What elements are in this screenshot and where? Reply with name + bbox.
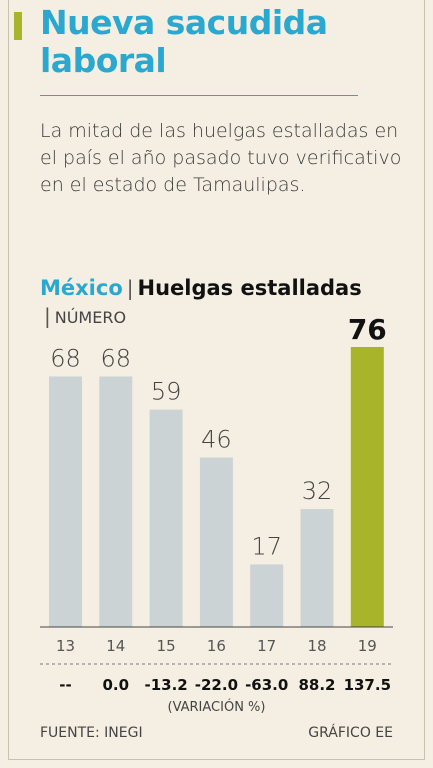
- chart-country: México: [40, 276, 123, 300]
- bar-15: [149, 409, 183, 627]
- bar-19: [350, 347, 384, 627]
- variation-19: 137.5: [344, 676, 391, 694]
- x-tick-19: 19: [358, 637, 377, 655]
- variation-18: 88.2: [298, 676, 335, 694]
- variation-14: 0.0: [103, 676, 130, 694]
- data-label-19: 76: [348, 313, 387, 346]
- x-tick-18: 18: [307, 637, 326, 655]
- variation-caption: (VARIACIÓN %): [167, 700, 266, 715]
- chart-title: Huelgas estalladas: [137, 276, 362, 300]
- chart-unit-separator: |: [44, 304, 51, 328]
- chart-header-separator: |: [126, 276, 134, 300]
- x-tick-14: 14: [106, 637, 125, 655]
- infographic-frame: [8, 0, 425, 760]
- variation-15: -13.2: [144, 676, 187, 694]
- chart-header: México | Huelgas estalladas | NÚMERO: [40, 274, 370, 332]
- chart-unit: NÚMERO: [54, 308, 127, 327]
- variation-17: -63.0: [245, 676, 288, 694]
- x-tick-17: 17: [257, 637, 276, 655]
- data-label-17: 17: [251, 532, 282, 560]
- bar-16: [199, 457, 233, 627]
- data-label-18: 32: [302, 477, 333, 505]
- graphic-credit: GRÁFICO EE: [308, 725, 393, 741]
- data-label-16: 46: [201, 426, 232, 454]
- x-tick-16: 16: [207, 637, 226, 655]
- variation-13: --: [59, 676, 71, 694]
- subtitle: La mitad de las huelgas estalladas en el…: [40, 120, 402, 196]
- data-label-14: 68: [101, 344, 132, 372]
- bar-18: [300, 509, 334, 627]
- x-tick-13: 13: [56, 637, 75, 655]
- x-tick-15: 15: [157, 637, 176, 655]
- bar-14: [99, 376, 133, 627]
- bar-13: [49, 376, 82, 627]
- data-label-13: 68: [50, 344, 81, 372]
- bar-17: [250, 564, 284, 627]
- source-note: FUENTE: INEGI: [40, 725, 143, 741]
- variation-16: -22.0: [195, 676, 238, 694]
- data-label-15: 59: [151, 378, 182, 406]
- title-divider: [40, 95, 358, 96]
- page-title: Nueva sacudida laboral: [40, 3, 328, 80]
- title-accent-bar: [14, 12, 22, 40]
